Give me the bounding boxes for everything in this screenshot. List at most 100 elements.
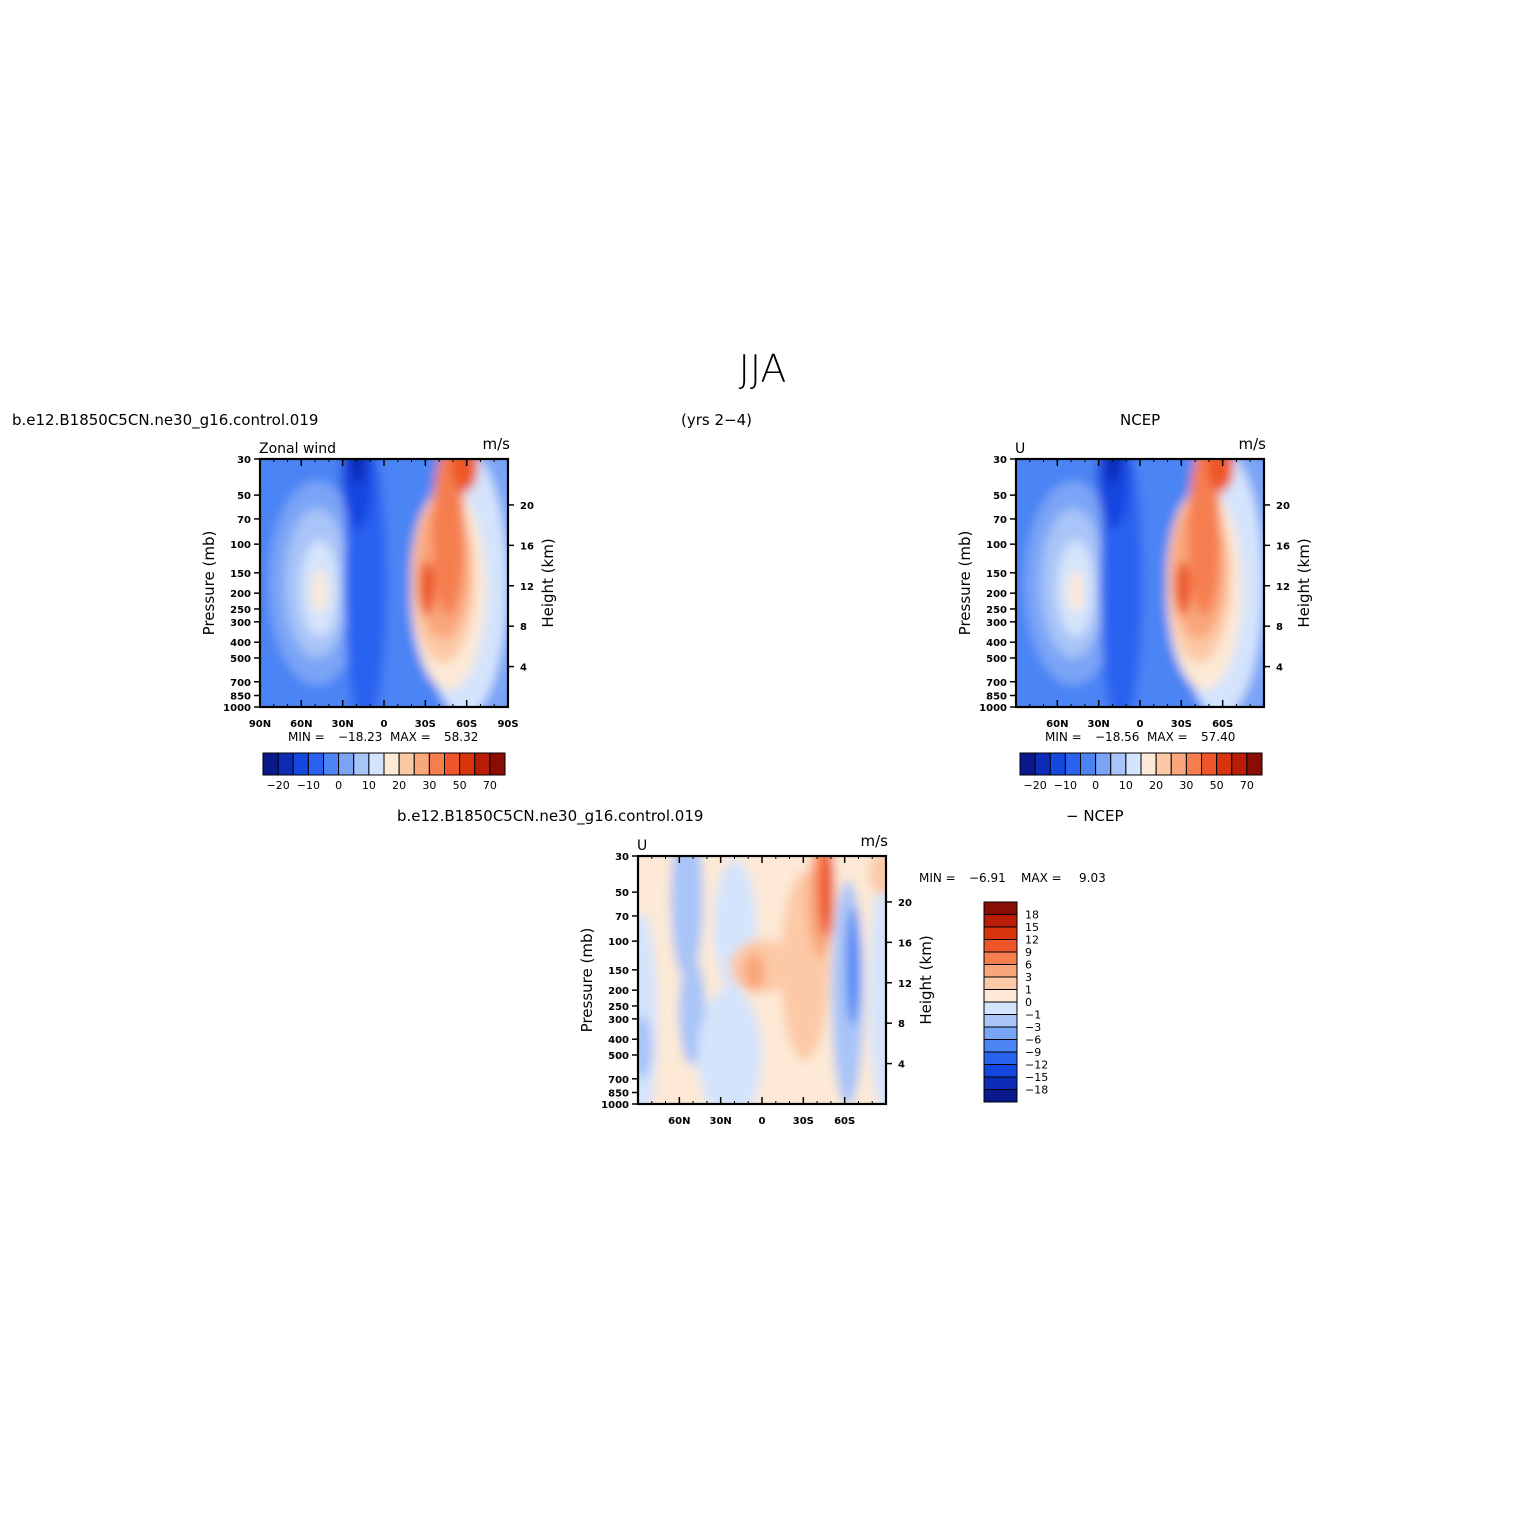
colorbar-label: −3	[1025, 1021, 1041, 1034]
colorbar-box	[1080, 752, 1097, 776]
y-tick-label: 150	[986, 569, 1007, 580]
x-tick-label: 0	[381, 719, 388, 730]
y2-tick-label: 12	[1276, 582, 1290, 593]
colorbar-label: 70	[483, 779, 497, 792]
colorbar-label: −10	[297, 779, 320, 792]
y2-tick-label: 16	[898, 938, 912, 949]
colorbar-box	[383, 752, 400, 776]
colorbar-box	[444, 752, 461, 776]
y-tick-label: 50	[237, 491, 251, 502]
obs-label: NCEP	[1120, 411, 1161, 429]
y-tick-label: 850	[986, 692, 1007, 703]
colorbar-box	[277, 752, 294, 776]
y2-tick-label: 4	[1276, 663, 1283, 674]
y2-tick-label: 8	[520, 622, 527, 633]
y2-axis-title-model: Height (km)	[539, 538, 557, 627]
y-axis-title-obs: Pressure (mb)	[956, 531, 974, 636]
colorbar-label: 18	[1025, 909, 1039, 922]
x-tick-label: 30S	[1171, 719, 1192, 730]
x-tick-label: 30N	[332, 719, 354, 730]
x-tick-label: 60S	[456, 719, 477, 730]
y-tick-label: 150	[608, 966, 629, 977]
colorbar-label: 0	[335, 779, 342, 792]
colorbar-box	[1140, 752, 1157, 776]
y-tick-label: 100	[986, 540, 1007, 551]
colorbar-label: 0	[1092, 779, 1099, 792]
colorbar-label: 70	[1240, 779, 1254, 792]
colorbar-box	[1216, 752, 1233, 776]
colorbar-box	[983, 1051, 1018, 1065]
colorbar-label: 50	[1210, 779, 1224, 792]
colorbar-box	[1064, 752, 1081, 776]
colorbar-label: −6	[1025, 1034, 1041, 1047]
panel-model: 3050701001502002503004005007008501000481…	[200, 435, 557, 792]
y2-tick-label: 8	[898, 1019, 905, 1030]
y2-tick-label: 20	[898, 898, 912, 909]
y2-tick-label: 20	[520, 501, 534, 512]
colorbar-box	[1155, 752, 1172, 776]
y-tick-label: 500	[986, 654, 1007, 665]
y2-tick-label: 4	[520, 663, 527, 674]
colorbar-box	[459, 752, 476, 776]
colorbar-label: −10	[1054, 779, 1077, 792]
y-tick-label: 30	[615, 852, 629, 863]
y-tick-label: 400	[986, 638, 1007, 649]
colorbar-box	[983, 901, 1018, 915]
colorbar-box	[1201, 752, 1218, 776]
diff-obs-label: − NCEP	[1066, 807, 1124, 825]
panel-obs: 3050701001502002503004005007008501000481…	[956, 435, 1313, 792]
colorbar-box	[1170, 752, 1187, 776]
colorbar-box	[489, 752, 506, 776]
x-tick-label: 0	[759, 1116, 766, 1127]
min-value-model: −18.23	[338, 730, 382, 744]
colorbar-label: 6	[1025, 959, 1032, 972]
min-value-obs: −18.56	[1095, 730, 1139, 744]
x-tick-label: 30S	[415, 719, 436, 730]
colorbar-box	[1246, 752, 1263, 776]
x-tick-label: 60S	[1212, 719, 1233, 730]
y-tick-label: 500	[230, 654, 251, 665]
years-label: (yrs 2−4)	[681, 411, 752, 429]
y-tick-label: 300	[986, 618, 1007, 629]
colorbar-label: 30	[1179, 779, 1193, 792]
colorbar-box	[1019, 752, 1036, 776]
y-tick-label: 200	[986, 589, 1007, 600]
colorbar-box	[1034, 752, 1051, 776]
colorbar-box	[353, 752, 370, 776]
y-tick-label: 400	[230, 638, 251, 649]
y-tick-label: 700	[986, 678, 1007, 689]
y2-tick-label: 12	[520, 582, 534, 593]
units-label-obs: m/s	[1239, 435, 1267, 453]
y2-tick-label: 4	[898, 1060, 905, 1071]
colorbar-model: −20 −10 0 10 20 30 50 70	[262, 752, 506, 792]
colorbar-label: 12	[1025, 934, 1039, 947]
y-tick-label: 200	[230, 589, 251, 600]
colorbar-label: −9	[1025, 1046, 1041, 1059]
colorbar-box	[983, 1064, 1018, 1078]
panel-diff: 3050701001502002503004005007008501000481…	[578, 832, 1106, 1127]
colorbar-box	[983, 926, 1018, 940]
colorbar-box	[983, 1026, 1018, 1040]
x-tick-label: 60N	[1046, 719, 1068, 730]
contour-field-obs	[1016, 459, 1264, 707]
units-label-model: m/s	[483, 435, 511, 453]
min-label-diff: MIN =	[919, 871, 956, 885]
contour-field-model	[260, 459, 508, 707]
y2-tick-label: 16	[520, 541, 534, 552]
colorbar-label: 20	[392, 779, 406, 792]
x-tick-label: 90N	[249, 719, 271, 730]
y-tick-label: 150	[230, 569, 251, 580]
colorbar-box	[474, 752, 491, 776]
diff-case-label: b.e12.B1850C5CN.ne30_g16.control.019	[397, 807, 704, 825]
page-title: JJA	[738, 347, 787, 391]
x-tick-label: 60S	[834, 1116, 855, 1127]
max-label-diff: MAX =	[1021, 871, 1062, 885]
colorbar-box	[983, 951, 1018, 965]
colorbar-label: −18	[1025, 1084, 1048, 1097]
y-tick-label: 850	[608, 1089, 629, 1100]
y-tick-label: 250	[608, 1002, 629, 1013]
colorbar-box	[1231, 752, 1248, 776]
variable-label-model: Zonal wind	[259, 441, 336, 457]
y2-axis-title-obs: Height (km)	[1295, 538, 1313, 627]
